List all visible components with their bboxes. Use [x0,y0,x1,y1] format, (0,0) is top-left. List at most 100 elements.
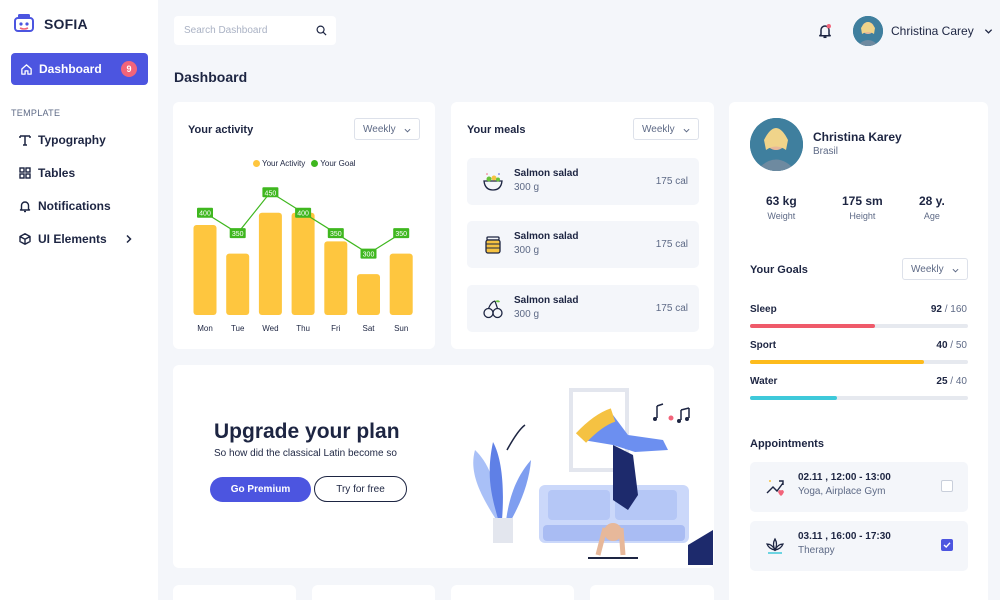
avatar [853,16,883,46]
goal-label-water: Water [750,376,778,387]
stat-value: 63 kg [766,194,797,208]
goal-data-label: 400 [199,211,211,218]
goal-current: 40 [936,340,948,351]
chevron-down-icon [952,268,959,273]
x-tick-label: Sat [362,324,375,333]
appointments-title: Appointments [750,438,824,450]
stat-value: 28 y. [919,194,945,208]
select-value: Weekly [363,123,396,135]
x-tick-label: Fri [331,324,341,333]
meals-period-select[interactable]: Weekly [633,118,699,140]
activity-period-select[interactable]: Weekly [354,118,420,140]
chevron-down-icon [984,28,992,34]
legend-swatch [253,160,260,167]
yoga-illustration [473,388,713,565]
search-box[interactable] [174,16,336,45]
chevron-down-icon [683,128,690,133]
appointment-checkbox[interactable] [941,539,953,551]
brand-name: SOFIA [44,16,88,32]
activity-bar [324,241,348,315]
meal-calories: 175 cal [655,303,688,314]
appointment-place: Yoga, Airplace Gym [798,486,886,497]
page-title: Dashboard [174,69,248,85]
profile-avatar [750,118,803,171]
meal-name: Salmon salad [514,295,579,306]
upgrade-card: Upgrade your plan So how did the classic… [173,365,714,568]
appointment-item[interactable]: 02.11 , 12:00 - 13:00 Yoga, Airplace Gym [750,462,968,512]
goal-data-label: 350 [232,231,244,238]
goal-total: / 160 [941,304,967,315]
activity-bar [193,225,217,315]
sidebar-item-tables[interactable]: Tables [18,166,75,180]
meals-card: Your meals Weekly Salmon salad 300 g 175… [451,102,714,349]
goal-current: 25 [936,376,948,387]
goals-period-select[interactable]: Weekly [902,258,968,280]
summary-card [451,585,574,600]
goal-value-water: 25 / 40 [936,376,967,387]
summary-card [590,585,714,600]
yoga-pose-icon [766,480,784,496]
chevron-right-icon[interactable] [124,234,134,244]
jar-icon [485,236,501,254]
goal-point [262,187,279,198]
user-name: Christina Carey [891,24,974,38]
activity-bar [291,212,315,315]
sidebar-item-label: Typography [38,133,106,147]
activity-bar [389,253,413,315]
go-premium-button[interactable]: Go Premium [210,477,311,502]
goal-point [197,207,213,218]
user-menu[interactable]: Christina Carey [853,16,993,46]
goals-title: Your Goals [750,264,808,276]
lotus-icon [766,537,784,554]
stat-label: Weight [767,211,796,221]
home-icon [21,63,32,75]
stat-weight: 63 kg Weight [766,194,797,221]
bell-icon [19,201,31,213]
appointment-checkbox[interactable] [941,480,953,492]
x-tick-label: Thu [296,324,310,333]
sidebar-item-label: Tables [38,166,76,180]
activity-title: Your activity [188,124,254,136]
goal-point [327,228,344,239]
cube-icon [19,233,31,245]
summary-card [173,585,296,600]
select-value: Weekly [642,123,675,135]
legend-label: Your Goal [320,159,356,168]
meal-quantity: 300 g [514,182,540,193]
profile-name: Christina Karey [813,130,902,144]
x-tick-label: Sun [394,324,408,333]
activity-bar [258,212,282,315]
meal-item[interactable]: Salmon salad 300 g 175 cal [467,221,699,268]
brand[interactable]: SOFIA [12,12,88,36]
sidebar-item-ui-elements[interactable]: UI Elements [18,232,107,246]
search-input[interactable] [184,25,314,36]
sidebar-item-dashboard[interactable]: Dashboard 9 [11,53,148,85]
activity-bar [226,253,250,315]
sidebar-item-typography[interactable]: Typography [18,133,106,147]
meal-quantity: 300 g [514,245,540,256]
section-label: TEMPLATE [11,108,61,118]
appointment-place: Therapy [798,545,835,556]
notification-bell-icon[interactable] [818,23,832,39]
goal-line [204,191,402,255]
try-free-button[interactable]: Try for free [314,476,407,502]
search-icon[interactable] [316,25,327,36]
appointment-time: 02.11 , 12:00 - 13:00 [798,472,891,483]
goal-point [295,207,312,218]
x-tick-label: Tue [231,324,245,333]
chevron-down-icon [404,128,411,133]
goal-progress-sleep [750,324,968,328]
goal-total: / 50 [947,340,967,351]
sidebar-item-notifications[interactable]: Notifications [18,199,111,213]
goal-total: / 40 [947,376,967,387]
appointment-item[interactable]: 03.11 , 16:00 - 17:30 Therapy [750,521,968,571]
upgrade-subtitle: So how did the classical Latin become so [214,448,397,459]
meal-item[interactable]: Salmon salad 300 g 175 cal [467,285,699,332]
goal-label-sport: Sport [750,340,777,351]
meal-item[interactable]: Salmon salad 300 g 175 cal [467,158,699,205]
sidebar-item-label: UI Elements [38,232,107,246]
stat-label: Age [923,211,940,221]
sidebar-item-label: Dashboard [39,62,102,76]
legend-goal: Your Goal [311,159,356,168]
goal-data-label: 450 [265,190,277,197]
